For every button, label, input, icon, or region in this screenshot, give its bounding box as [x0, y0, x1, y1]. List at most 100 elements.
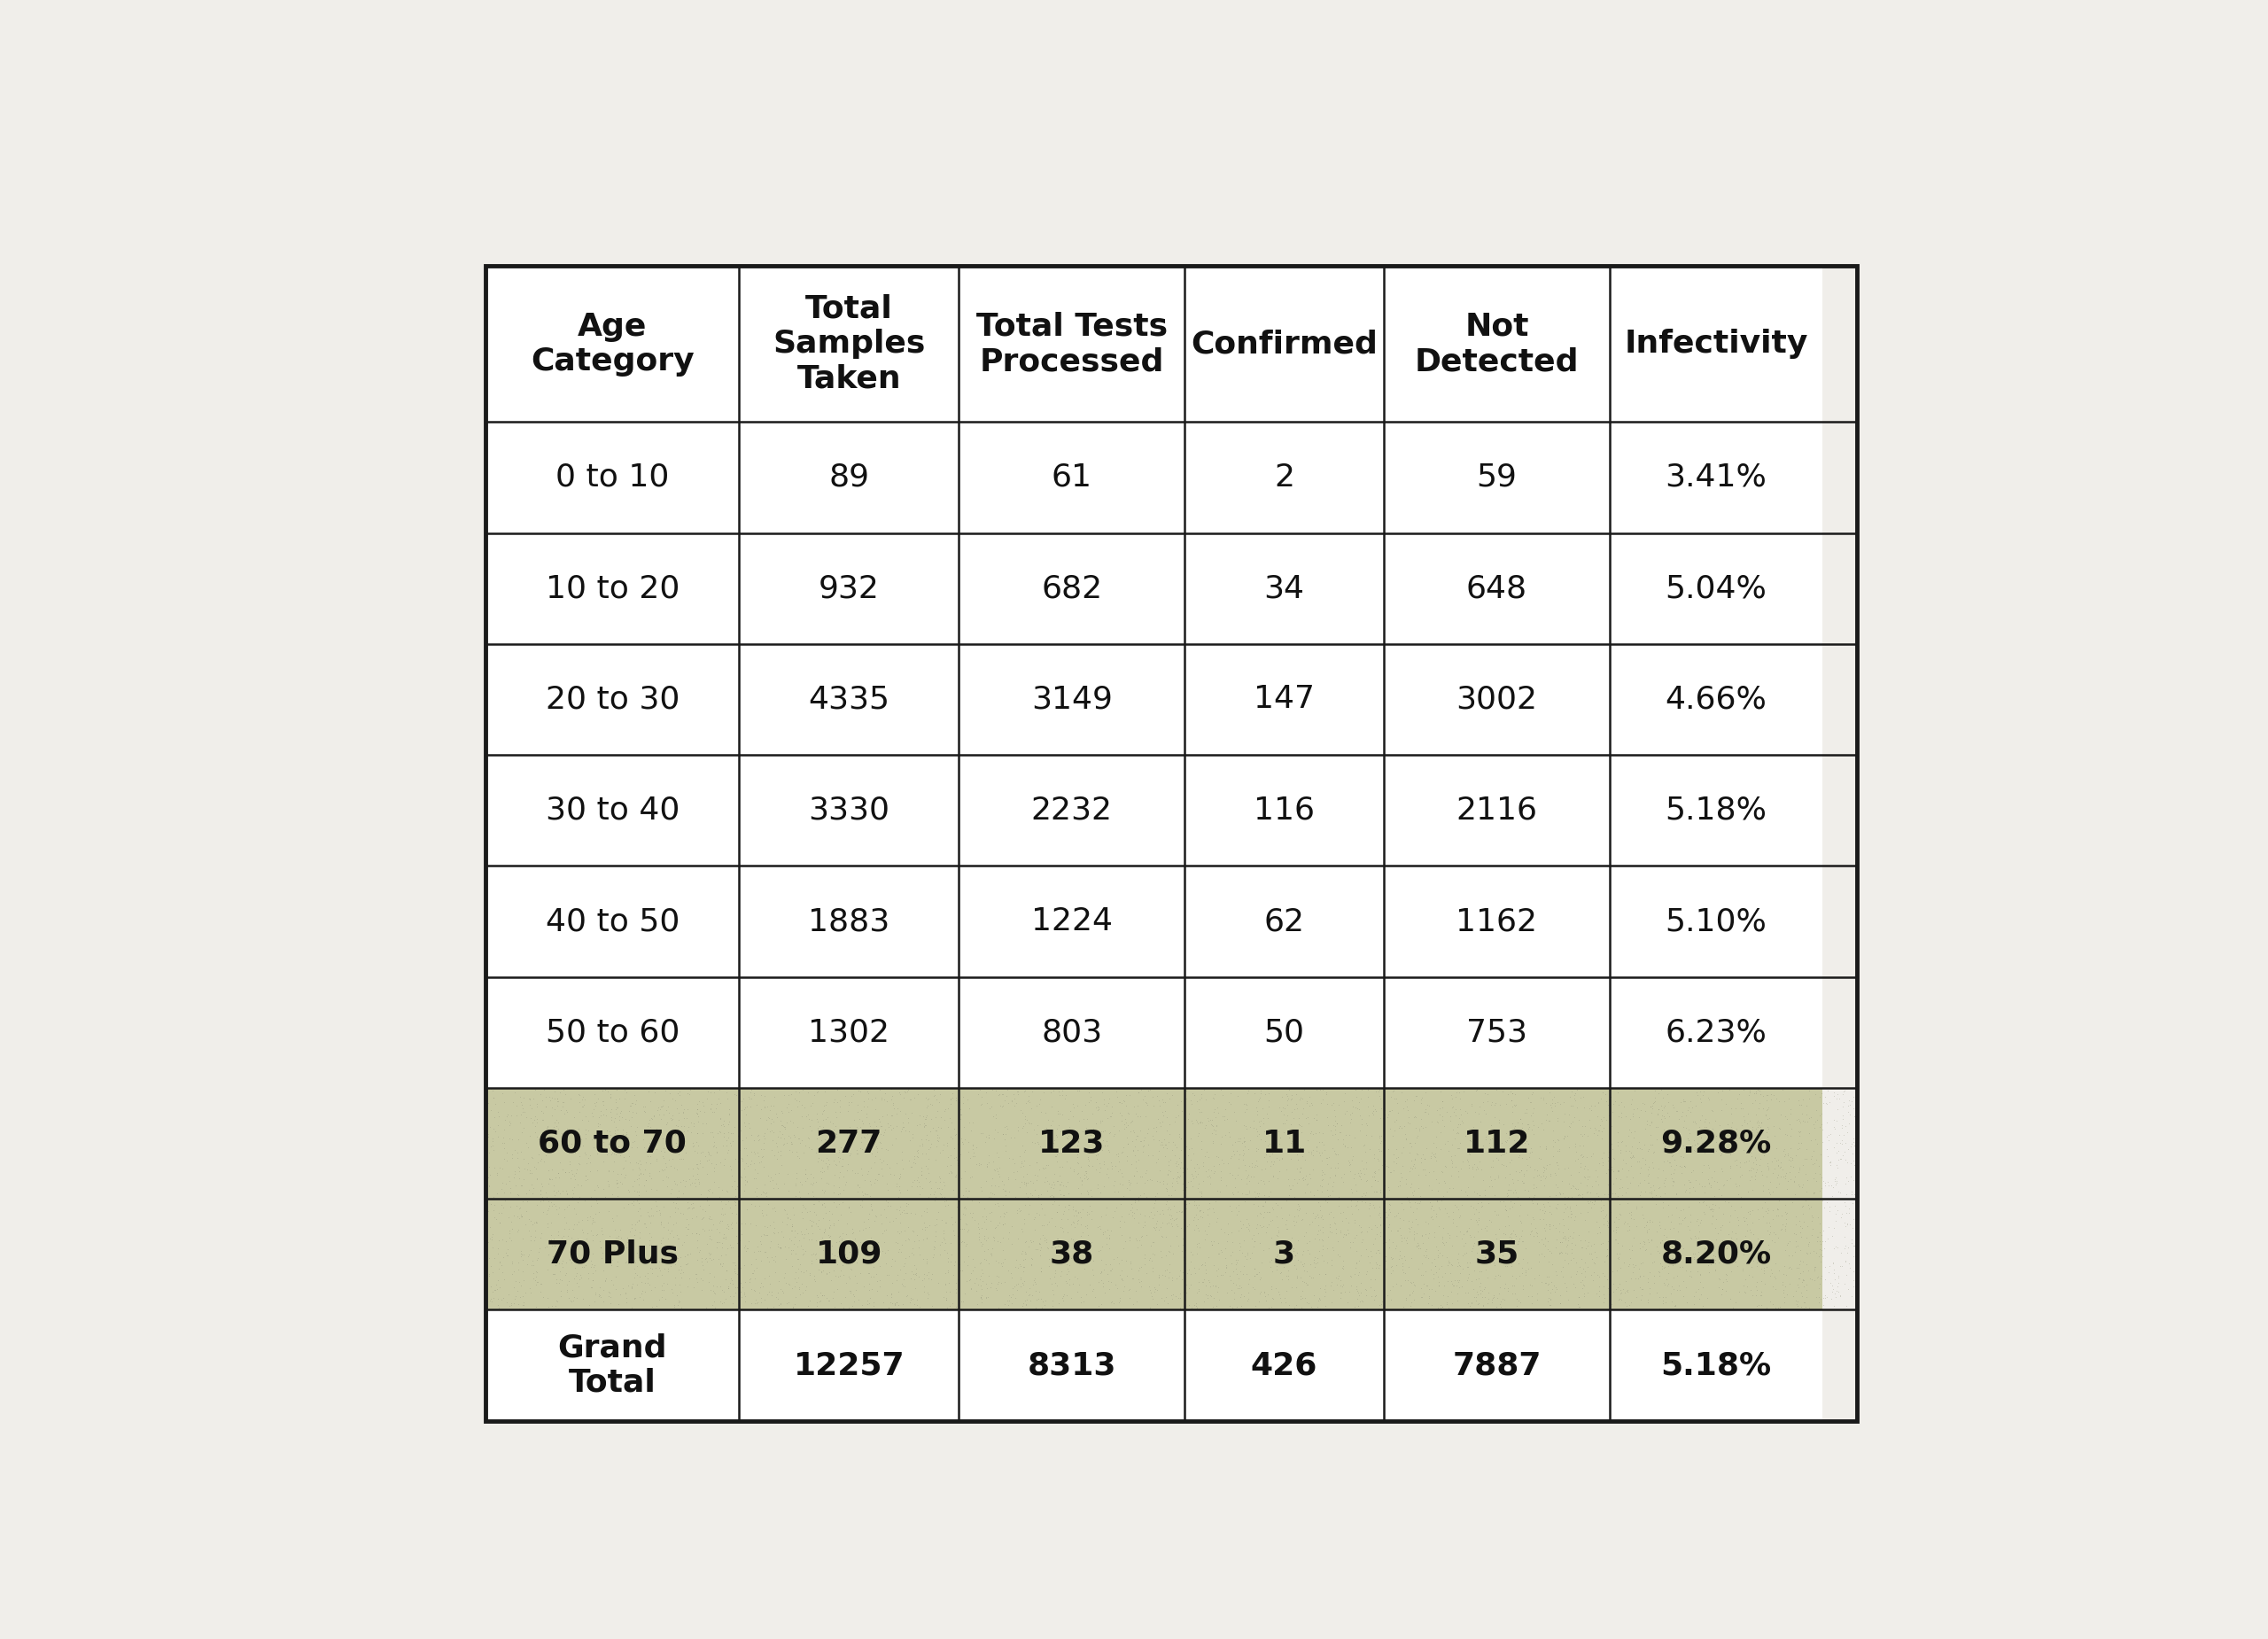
Point — [1783, 1092, 1819, 1118]
Point — [1717, 1249, 1753, 1275]
Point — [1819, 1278, 1855, 1305]
Point — [710, 1111, 746, 1137]
Point — [1236, 1108, 1272, 1134]
Point — [1794, 1267, 1830, 1293]
Point — [1603, 1100, 1640, 1126]
Point — [855, 1254, 891, 1280]
Point — [1032, 1265, 1068, 1292]
Point — [1601, 1157, 1637, 1183]
Point — [1148, 1178, 1184, 1205]
Point — [1647, 1095, 1683, 1121]
Point — [1277, 1295, 1313, 1321]
Point — [778, 1160, 814, 1187]
Point — [1365, 1147, 1402, 1174]
Point — [1513, 1139, 1549, 1165]
Point — [1399, 1083, 1436, 1110]
Point — [909, 1155, 946, 1182]
Point — [1712, 1203, 1749, 1229]
Point — [1150, 1195, 1186, 1221]
Point — [1195, 1293, 1232, 1319]
Point — [617, 1249, 653, 1275]
Point — [934, 1262, 971, 1288]
Point — [1236, 1228, 1272, 1254]
Point — [1558, 1077, 1594, 1103]
Point — [1501, 1119, 1538, 1146]
Point — [1626, 1228, 1662, 1254]
Point — [1052, 1155, 1089, 1182]
Point — [998, 1272, 1034, 1298]
Point — [987, 1269, 1023, 1295]
Point — [957, 1206, 993, 1233]
Point — [696, 1211, 733, 1237]
Point — [1744, 1278, 1780, 1305]
Point — [742, 1142, 778, 1169]
Point — [1200, 1095, 1236, 1121]
Point — [853, 1190, 889, 1216]
Point — [1424, 1226, 1461, 1252]
Point — [1603, 1105, 1640, 1131]
Point — [1002, 1169, 1039, 1195]
Point — [1204, 1262, 1241, 1288]
Point — [1302, 1295, 1338, 1321]
Point — [583, 1221, 619, 1247]
Point — [1073, 1239, 1109, 1265]
Point — [1603, 1137, 1640, 1164]
Point — [1093, 1269, 1129, 1295]
Point — [864, 1210, 900, 1236]
Point — [1433, 1175, 1470, 1201]
Point — [599, 1174, 635, 1200]
Point — [1304, 1129, 1340, 1155]
Point — [1492, 1119, 1529, 1146]
Point — [488, 1139, 524, 1165]
Point — [538, 1241, 574, 1267]
Point — [1549, 1224, 1585, 1251]
Point — [1200, 1274, 1236, 1300]
Point — [522, 1278, 558, 1305]
Point — [710, 1101, 746, 1128]
Point — [1563, 1234, 1599, 1260]
Point — [962, 1151, 998, 1177]
Point — [1050, 1255, 1086, 1282]
Point — [873, 1246, 909, 1272]
Point — [1175, 1192, 1211, 1218]
Point — [646, 1157, 683, 1183]
Point — [1107, 1116, 1143, 1142]
Point — [508, 1188, 544, 1214]
Point — [1501, 1106, 1538, 1133]
Point — [481, 1200, 517, 1226]
Point — [1490, 1275, 1526, 1301]
Point — [1139, 1106, 1175, 1133]
Point — [776, 1237, 812, 1264]
Point — [1667, 1103, 1703, 1129]
Point — [1293, 1293, 1329, 1319]
Point — [1449, 1149, 1486, 1175]
Point — [1193, 1111, 1229, 1137]
Point — [816, 1098, 853, 1124]
Point — [828, 1221, 864, 1247]
Point — [476, 1085, 513, 1111]
Point — [1039, 1198, 1075, 1224]
Point — [1195, 1228, 1232, 1254]
Point — [1302, 1077, 1338, 1103]
Point — [642, 1210, 678, 1236]
Point — [1617, 1265, 1653, 1292]
Point — [1676, 1292, 1712, 1318]
Point — [1531, 1237, 1567, 1264]
Point — [1120, 1147, 1157, 1174]
Point — [1163, 1226, 1200, 1252]
Point — [689, 1085, 726, 1111]
Point — [964, 1288, 1000, 1314]
Point — [628, 1098, 665, 1124]
Point — [1236, 1293, 1272, 1319]
Point — [1220, 1198, 1256, 1224]
Point — [640, 1098, 676, 1124]
Point — [1495, 1218, 1531, 1244]
Point — [653, 1275, 689, 1301]
Point — [1631, 1265, 1667, 1292]
Point — [603, 1231, 640, 1257]
Point — [578, 1172, 615, 1198]
Point — [1721, 1154, 1758, 1180]
Point — [1726, 1278, 1762, 1305]
Point — [542, 1149, 578, 1175]
Point — [987, 1137, 1023, 1164]
